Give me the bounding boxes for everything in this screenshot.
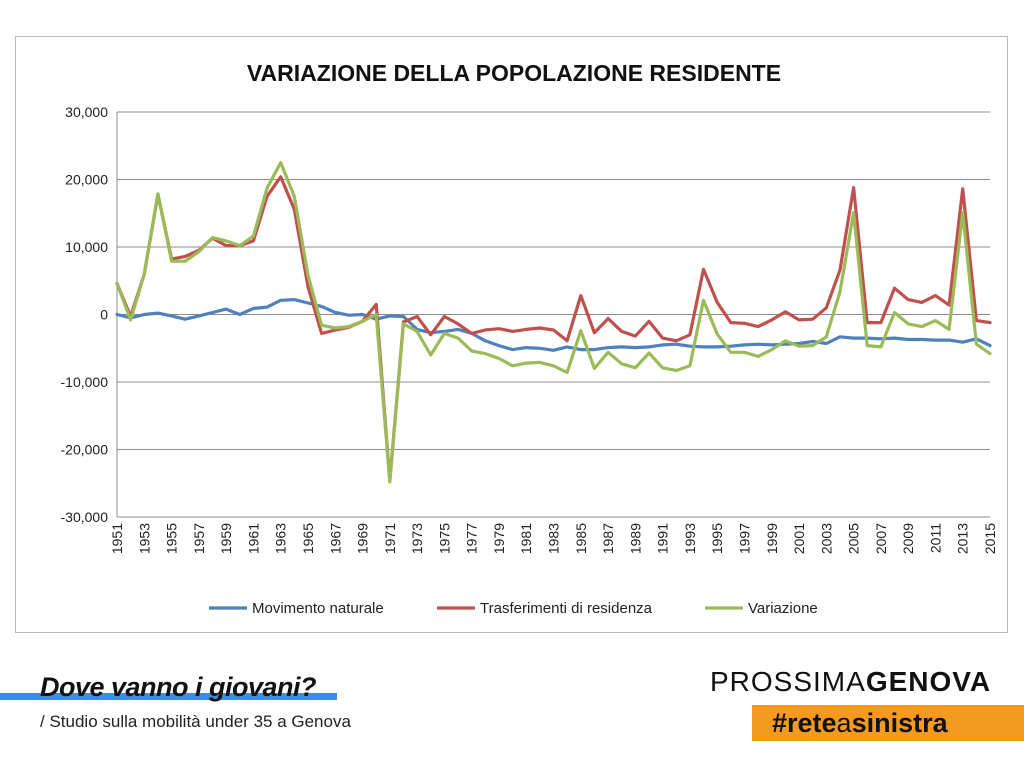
x-tick-label: 2007 <box>873 523 889 554</box>
x-tick-label: 2003 <box>818 523 834 554</box>
gridlines <box>116 111 990 518</box>
x-tick-label: 1975 <box>436 523 452 554</box>
brand-light-text: PROSSIMA <box>710 666 866 697</box>
x-axis-tick-labels: 1951 1953 1955 1957 1959 1961 1963 1965 1967 1969… <box>109 523 998 554</box>
y-tick-label: 30,000 <box>65 104 108 120</box>
series-lines <box>115 160 992 484</box>
chart-title: VARIAZIONE DELLA POPOLAZIONE RESIDENTE <box>247 60 781 86</box>
x-tick-label: 2011 <box>927 523 943 553</box>
hashtag-part1: #rete <box>772 708 837 738</box>
hashtag-banner: #reteasinistra <box>752 705 1024 741</box>
x-tick-label: 1983 <box>546 523 562 554</box>
y-tick-label: 10,000 <box>65 239 108 255</box>
legend-label: Trasferimenti di residenza <box>480 600 653 617</box>
y-tick-label: 20,000 <box>65 172 108 188</box>
x-tick-label: 1955 <box>164 523 180 554</box>
chart-panel: VARIAZIONE DELLA POPOLAZIONE RESIDENTE 3… <box>15 36 1008 633</box>
x-tick-label: 1969 <box>355 523 371 554</box>
x-tick-label: 2015 <box>982 523 998 554</box>
x-tick-label: 1967 <box>327 523 343 554</box>
x-tick-label: 1999 <box>764 523 780 554</box>
brand-bold-text: GENOVA <box>865 666 992 697</box>
legend-label: Movimento naturale <box>252 600 384 617</box>
x-tick-label: 1987 <box>600 523 616 554</box>
x-tick-label: 1989 <box>627 523 643 554</box>
x-tick-label: 1963 <box>273 523 289 554</box>
legend: Movimento naturale Trasferimenti di resid… <box>209 600 818 617</box>
x-tick-label: 2013 <box>955 523 971 554</box>
y-tick-label: -10,000 <box>61 374 109 390</box>
brand-logo: PROSSIMAGENOVA <box>710 666 991 698</box>
x-tick-label: 2009 <box>900 523 916 554</box>
x-tick-label: 1991 <box>655 523 671 554</box>
x-tick-label: 1951 <box>109 523 125 554</box>
series-line-variazione <box>115 160 992 484</box>
series-line-trasferimenti-di-residenza <box>115 175 992 483</box>
x-tick-label: 1979 <box>491 523 507 554</box>
x-tick-label: 1973 <box>409 523 425 554</box>
x-tick-label: 1977 <box>464 523 480 554</box>
line-chart: VARIAZIONE DELLA POPOLAZIONE RESIDENTE 3… <box>61 60 998 617</box>
x-tick-label: 1957 <box>191 523 207 554</box>
x-tick-label: 1985 <box>573 523 589 554</box>
x-tick-label: 1953 <box>136 523 152 554</box>
y-axis-tick-labels: 30,000 20,000 10,000 0 -10,000 -20,000 -30,000 <box>61 104 109 525</box>
x-tick-label: 1995 <box>709 523 725 554</box>
footer-subtitle: / Studio sulla mobilità under 35 a Genov… <box>40 712 351 731</box>
hashtag-part3: sinistra <box>851 708 948 738</box>
x-tick-label: 1997 <box>736 523 752 554</box>
footer-title: Dove vanno i giovani? <box>40 672 317 702</box>
title-underline-bar <box>0 693 337 700</box>
x-tick-label: 2001 <box>791 523 807 554</box>
y-tick-label: -30,000 <box>61 509 109 525</box>
x-tick-label: 1993 <box>682 523 698 554</box>
hashtag-part2: a <box>836 708 852 738</box>
x-tick-label: 2005 <box>846 523 862 554</box>
y-tick-label: -20,000 <box>61 442 109 458</box>
y-tick-label: 0 <box>100 307 108 323</box>
x-tick-label: 1961 <box>245 523 261 554</box>
x-tick-label: 1965 <box>300 523 316 554</box>
x-tick-label: 1959 <box>218 523 234 554</box>
legend-label: Variazione <box>748 600 818 617</box>
x-tick-label: 1981 <box>518 523 534 554</box>
series-line-movimento-naturale <box>115 298 992 352</box>
x-tick-label: 1971 <box>382 523 398 554</box>
